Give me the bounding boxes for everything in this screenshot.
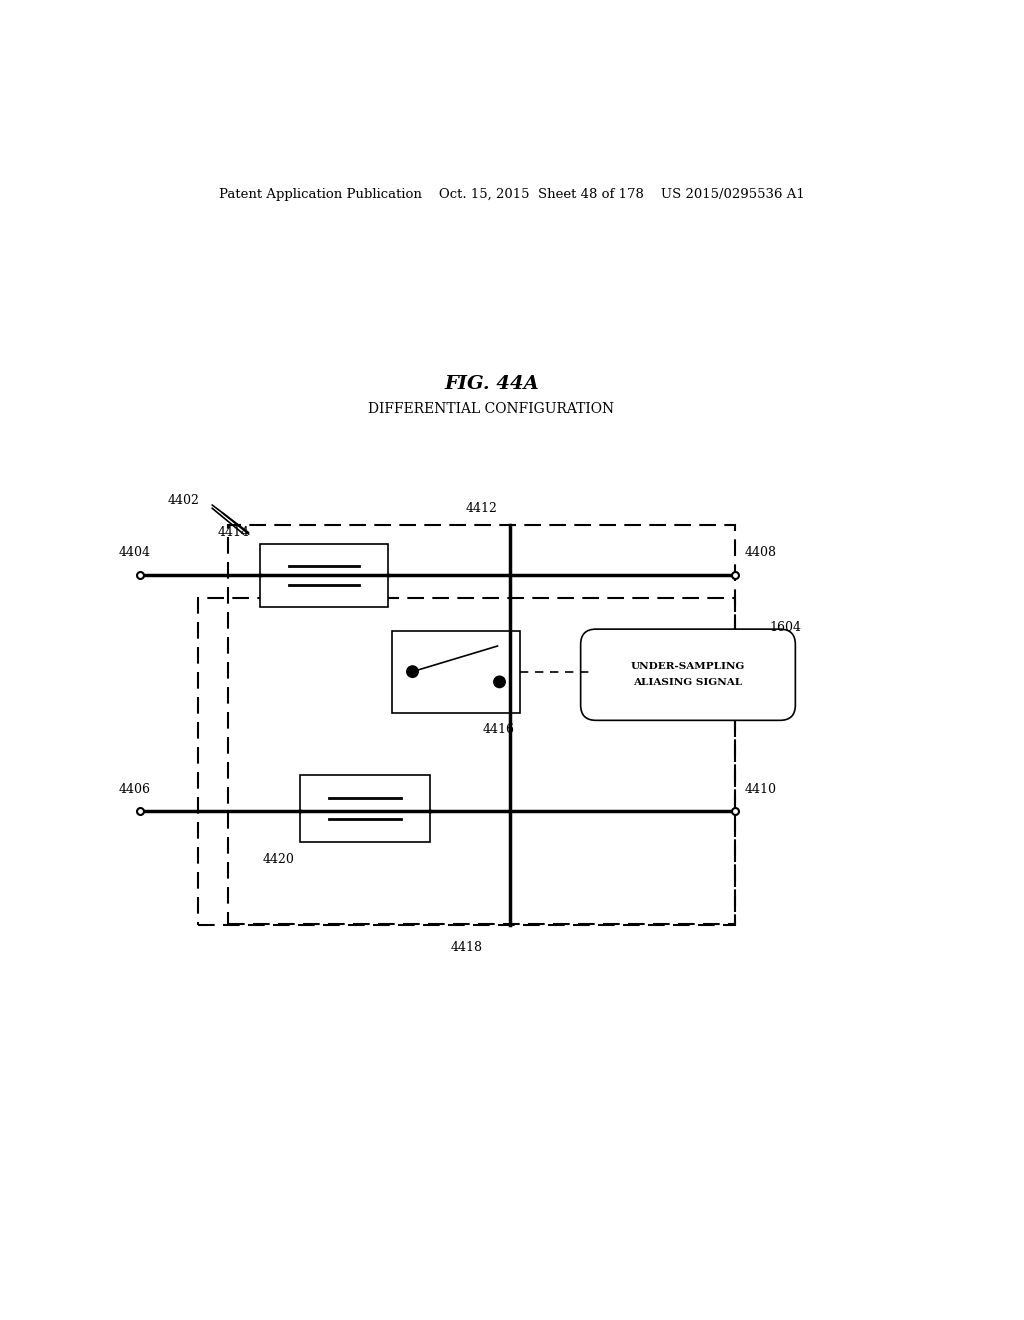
Text: ALIASING SIGNAL: ALIASING SIGNAL (634, 678, 742, 688)
Text: DIFFERENTIAL CONFIGURATION: DIFFERENTIAL CONFIGURATION (369, 403, 614, 416)
Text: Patent Application Publication    Oct. 15, 2015  Sheet 48 of 178    US 2015/0295: Patent Application Publication Oct. 15, … (219, 187, 805, 201)
Bar (260, 544, 388, 607)
Text: 4404: 4404 (119, 546, 151, 560)
Text: 4406: 4406 (119, 783, 151, 796)
Text: 4420: 4420 (263, 853, 295, 866)
Text: 4414: 4414 (218, 525, 250, 539)
Bar (300, 775, 430, 842)
Text: 4408: 4408 (745, 546, 777, 560)
Text: UNDER-SAMPLING: UNDER-SAMPLING (631, 663, 745, 671)
Text: 1604: 1604 (770, 622, 802, 634)
Text: 4410: 4410 (745, 783, 777, 796)
Text: 4416: 4416 (483, 723, 515, 737)
Text: 4402: 4402 (168, 495, 200, 507)
Bar (392, 631, 520, 713)
Text: 4418: 4418 (451, 941, 482, 953)
Text: 4412: 4412 (466, 502, 498, 515)
Circle shape (407, 665, 418, 677)
Text: FIG. 44A: FIG. 44A (444, 375, 539, 392)
Circle shape (494, 676, 505, 688)
FancyBboxPatch shape (581, 630, 796, 721)
